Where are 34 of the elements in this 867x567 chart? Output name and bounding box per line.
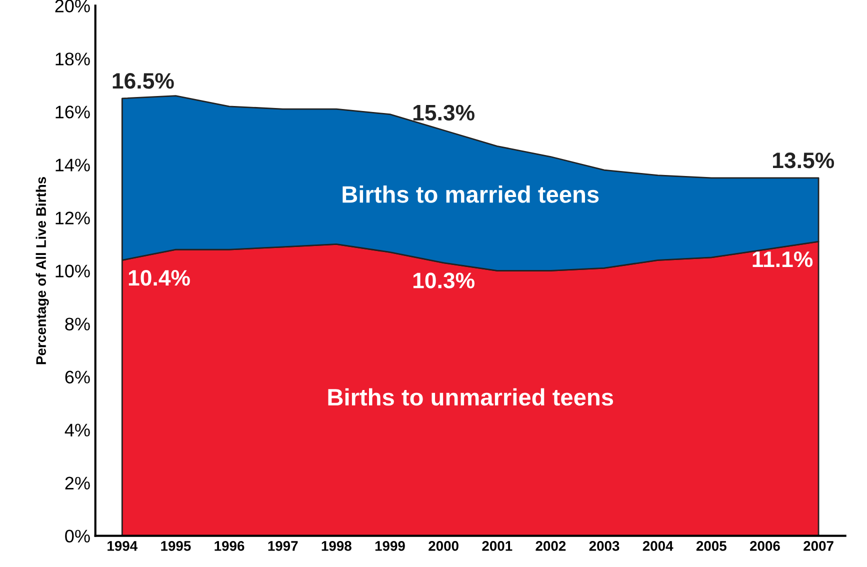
x-tick-label: 2001 bbox=[482, 541, 512, 551]
y-tick-label: 2% bbox=[65, 476, 90, 490]
x-tick-label: 2003 bbox=[589, 541, 620, 551]
x-tick-label: 1996 bbox=[214, 541, 244, 551]
y-tick-label: 14% bbox=[56, 158, 90, 172]
data-label: 10.3% bbox=[413, 272, 474, 288]
x-tick-label: 2004 bbox=[642, 541, 674, 551]
y-tick-label: 18% bbox=[56, 52, 90, 66]
series-label: Births to married teens bbox=[342, 186, 599, 203]
data-label: 11.1% bbox=[752, 252, 813, 268]
y-tick-label: 6% bbox=[65, 370, 90, 384]
x-tick-label: 2002 bbox=[536, 541, 566, 551]
x-tick-label: 2005 bbox=[696, 541, 726, 551]
total-label: 15.3% bbox=[413, 104, 474, 121]
y-tick-label: 20% bbox=[55, 0, 90, 12]
x-tick-label: 1999 bbox=[375, 541, 405, 551]
x-tick-label: 1994 bbox=[108, 541, 138, 551]
x-tick-label: 1997 bbox=[268, 541, 298, 551]
y-tick-label: 10% bbox=[56, 264, 90, 278]
y-axis-title: Percentage of All Live Births bbox=[36, 177, 49, 364]
x-tick-label: 1998 bbox=[322, 541, 352, 551]
x-tick-label: 2006 bbox=[750, 541, 780, 551]
y-tick-label: 16% bbox=[56, 106, 90, 118]
series-label: Births to unmarried teens bbox=[328, 388, 614, 406]
total-label: 13.5% bbox=[773, 152, 834, 168]
y-tick-label: 8% bbox=[65, 318, 90, 330]
y-tick-label: 0% bbox=[65, 530, 90, 543]
data-label: 10.4% bbox=[128, 270, 190, 286]
x-tick-label: 2007 bbox=[804, 541, 834, 551]
y-tick-label: 12% bbox=[56, 212, 90, 224]
x-tick-label: 1995 bbox=[161, 541, 191, 551]
y-tick-label: 4% bbox=[64, 424, 90, 436]
total-label: 16.5% bbox=[112, 73, 174, 89]
x-tick-label: 2000 bbox=[428, 541, 458, 551]
